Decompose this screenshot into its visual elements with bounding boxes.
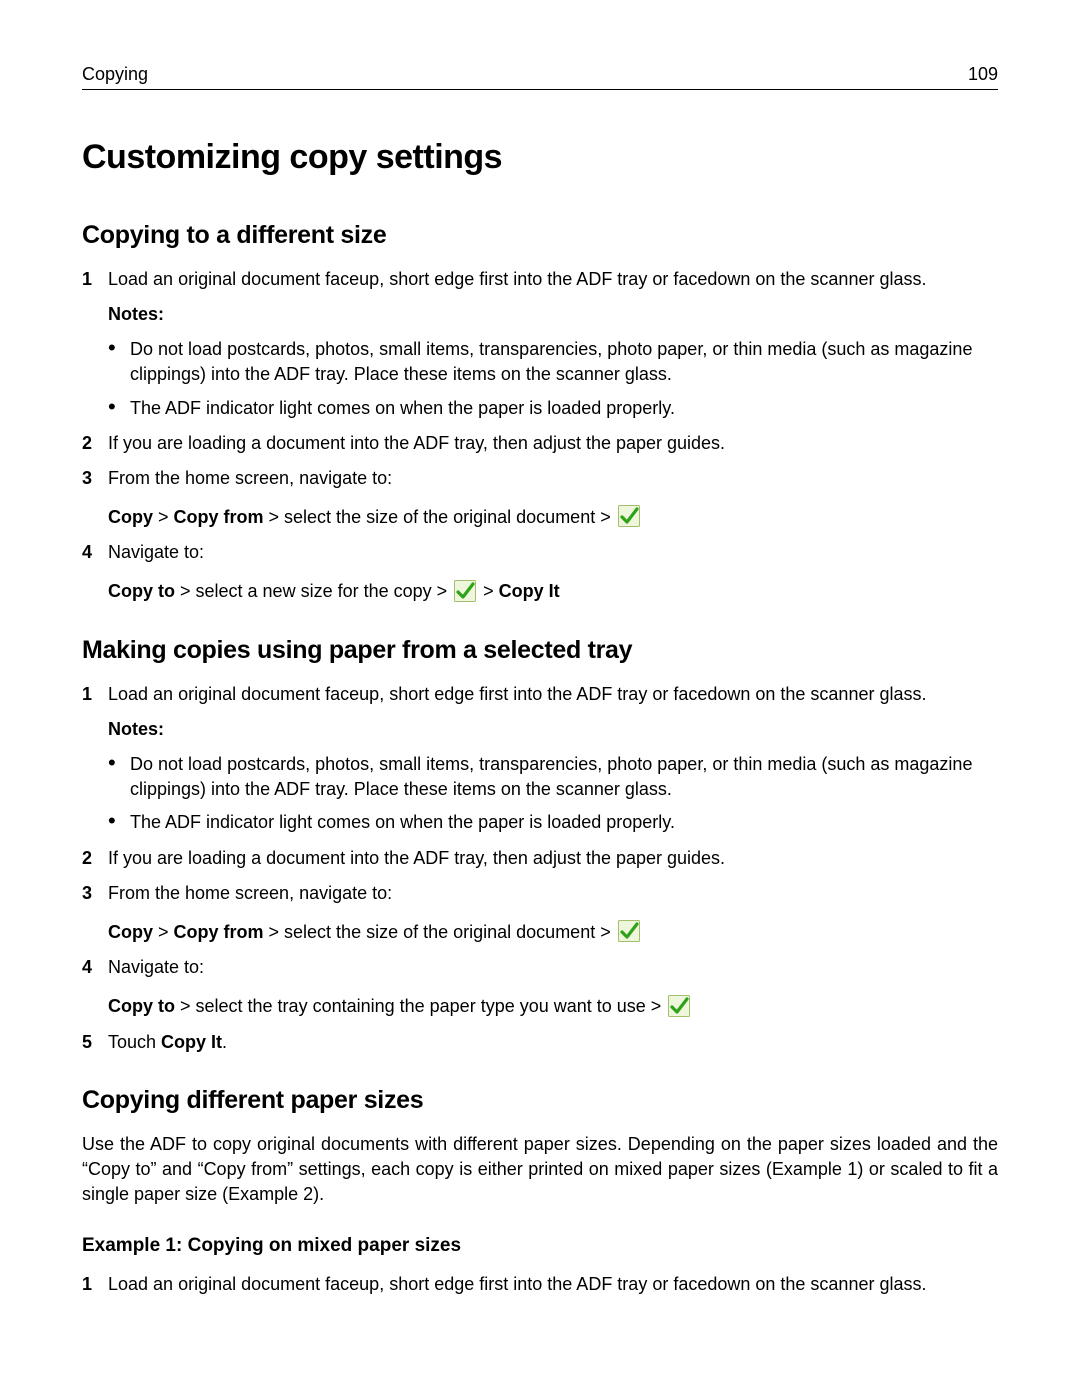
section-heading: Making copies using paper from a selecte… xyxy=(82,633,998,668)
nav-instruction: Copy > Copy from > select the size of th… xyxy=(108,505,998,530)
step-text: Load an original document faceup, short … xyxy=(108,684,926,704)
nav-bold: Copy xyxy=(108,922,153,942)
step-item: From the home screen, navigate to: Copy … xyxy=(82,881,998,945)
nav-instruction: Copy to > select a new size for the copy… xyxy=(108,579,998,604)
check-icon xyxy=(618,920,640,942)
nav-bold: Copy to xyxy=(108,996,175,1016)
step-item: Load an original document faceup, short … xyxy=(82,682,998,836)
check-icon xyxy=(668,995,690,1017)
note-item: Do not load postcards, photos, small ite… xyxy=(108,752,998,802)
nav-bold: Copy to xyxy=(108,581,175,601)
notes-list: Do not load postcards, photos, small ite… xyxy=(108,337,998,421)
nav-text: > xyxy=(478,581,499,601)
step-item: Navigate to: Copy to > select the tray c… xyxy=(82,955,998,1019)
section-heading: Copying different paper sizes xyxy=(82,1083,998,1118)
step-item: If you are loading a document into the A… xyxy=(82,846,998,871)
step-text: Navigate to: xyxy=(108,957,204,977)
example-heading: Example 1: Copying on mixed paper sizes xyxy=(82,1233,998,1260)
step-item: Load an original document faceup, short … xyxy=(82,267,998,421)
notes-label: Notes: xyxy=(108,302,998,327)
nav-bold: Copy It xyxy=(499,581,560,601)
note-item: The ADF indicator light comes on when th… xyxy=(108,810,998,835)
step-item: Load an original document faceup, short … xyxy=(82,1272,998,1297)
nav-text: > select the size of the original docume… xyxy=(264,507,616,527)
note-item: The ADF indicator light comes on when th… xyxy=(108,396,998,421)
step-item: If you are loading a document into the A… xyxy=(82,431,998,456)
steps-list: Load an original document faceup, short … xyxy=(82,1272,998,1297)
running-header: Copying 109 xyxy=(82,62,998,87)
nav-bold: Copy from xyxy=(174,922,264,942)
step-text: Touch xyxy=(108,1032,161,1052)
nav-instruction: Copy to > select the tray containing the… xyxy=(108,994,998,1019)
nav-text: > select a new size for the copy > xyxy=(175,581,452,601)
step-item: From the home screen, navigate to: Copy … xyxy=(82,466,998,530)
nav-instruction: Copy > Copy from > select the size of th… xyxy=(108,920,998,945)
nav-bold: Copy from xyxy=(174,507,264,527)
paragraph: Use the ADF to copy original documents w… xyxy=(82,1132,998,1208)
notes-label: Notes: xyxy=(108,717,998,742)
page: Copying 109 Customizing copy settings Co… xyxy=(0,0,1080,1347)
step-text: From the home screen, navigate to: xyxy=(108,883,392,903)
step-text: Navigate to: xyxy=(108,542,204,562)
step-item: Navigate to: Copy to > select a new size… xyxy=(82,540,998,604)
check-icon xyxy=(454,580,476,602)
step-text: Load an original document faceup, short … xyxy=(108,269,926,289)
steps-list: Load an original document faceup, short … xyxy=(82,682,998,1055)
note-item: Do not load postcards, photos, small ite… xyxy=(108,337,998,387)
nav-bold: Copy It xyxy=(161,1032,222,1052)
nav-bold: Copy xyxy=(108,507,153,527)
nav-text: > select the tray containing the paper t… xyxy=(175,996,666,1016)
check-icon xyxy=(618,505,640,527)
header-rule xyxy=(82,89,998,90)
section-heading: Copying to a different size xyxy=(82,218,998,253)
page-title: Customizing copy settings xyxy=(82,134,998,182)
steps-list: Load an original document faceup, short … xyxy=(82,267,998,605)
notes-list: Do not load postcards, photos, small ite… xyxy=(108,752,998,836)
nav-text: > select the size of the original docume… xyxy=(264,922,616,942)
step-text: From the home screen, navigate to: xyxy=(108,468,392,488)
step-item: Touch Copy It. xyxy=(82,1030,998,1055)
nav-text: > xyxy=(153,922,174,942)
section-name: Copying xyxy=(82,62,148,87)
step-text: . xyxy=(222,1032,227,1052)
nav-text: > xyxy=(153,507,174,527)
page-number: 109 xyxy=(968,62,998,87)
